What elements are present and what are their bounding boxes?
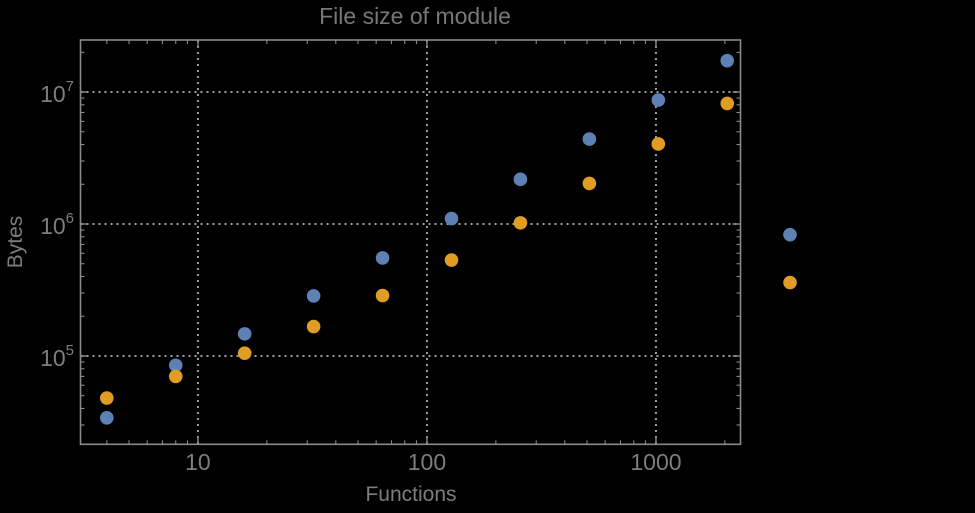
data-point-series-1-blue [582,132,597,146]
y-axis-label: Bytes [4,215,27,269]
data-point-series-1-blue [720,53,735,68]
data-point-series-2-orange [783,275,797,290]
x-tick-label: 100 [408,449,446,475]
data-point-series-2-orange [375,288,390,303]
y-tick-label: 107 [40,78,74,107]
x-tick-label: 10 [185,449,211,475]
data-point-series-2-orange [582,176,597,191]
data-point-series-1-blue [168,358,183,373]
data-point-series-1-blue [375,251,390,265]
data-point-series-2-orange [100,391,114,405]
data-point-series-2-orange [237,346,252,360]
data-point-series-2-orange [168,369,183,384]
data-point-series-2-orange [720,96,735,111]
data-point-series-2-orange [444,253,459,267]
data-point-series-2-orange [306,319,321,334]
data-point-series-1-blue [513,172,528,187]
data-point-series-1-blue [444,211,459,226]
chart-title: File size of module [319,3,511,29]
data-point-series-2-orange [651,137,666,151]
y-tick-label: 105 [40,342,74,371]
data-point-series-1-blue [100,410,114,425]
plot-frame [79,39,742,446]
data-point-series-1-blue [783,227,797,242]
x-tick-label: 1000 [630,449,681,475]
data-point-series-1-blue [651,93,666,107]
x-axis-label: Functions [365,483,457,506]
data-point-series-1-blue [237,327,252,341]
y-tick-label: 106 [40,210,74,239]
data-point-series-1-blue [306,289,321,303]
data-point-series-2-orange [513,216,528,230]
